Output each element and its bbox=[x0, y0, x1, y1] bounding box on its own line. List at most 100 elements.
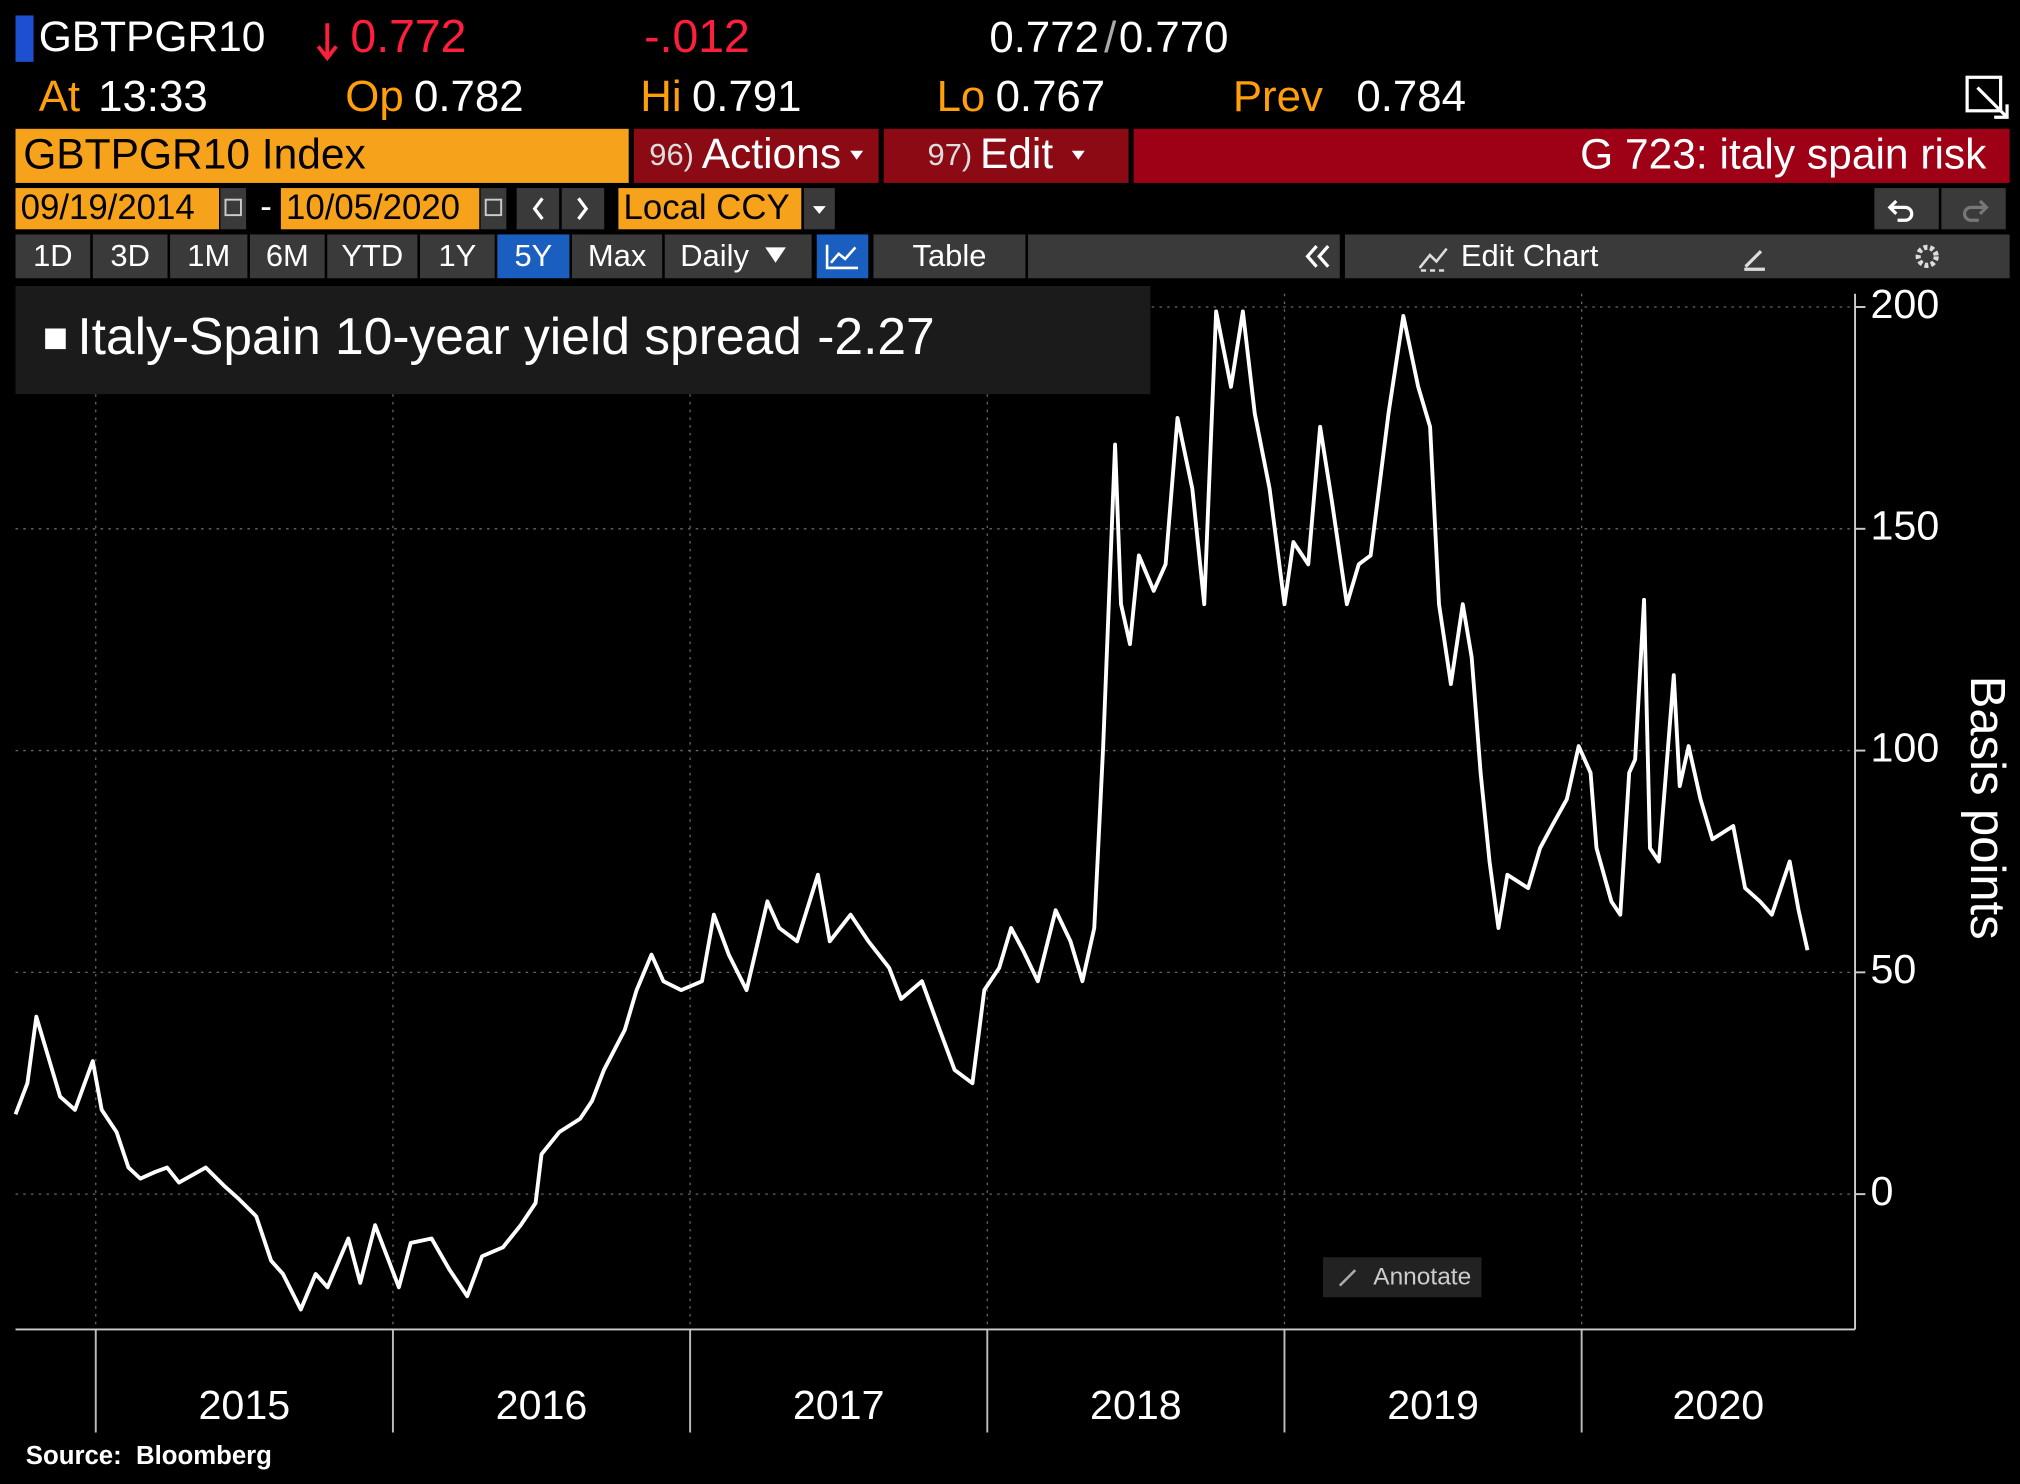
period-tab[interactable] bbox=[92, 234, 168, 279]
net-change: -.012 bbox=[644, 10, 750, 62]
end-date[interactable]: 10/05/2020 bbox=[286, 189, 460, 227]
period-tab[interactable] bbox=[249, 234, 325, 279]
x-tick-label: 2020 bbox=[1673, 1382, 1765, 1428]
period-tab[interactable] bbox=[15, 234, 91, 279]
period-label[interactable]: YTD bbox=[341, 238, 403, 273]
y-tick-label: 200 bbox=[1871, 281, 1940, 327]
x-tick-label: 2015 bbox=[198, 1382, 290, 1428]
security[interactable]: GBTPGR10 Index bbox=[23, 131, 366, 178]
page-title-bar bbox=[1133, 128, 2010, 183]
security-box[interactable] bbox=[15, 128, 629, 183]
menu-button[interactable] bbox=[883, 128, 1129, 183]
bid-ask: 0.772/0.770 bbox=[989, 12, 1228, 61]
dropdown-caret bbox=[850, 150, 864, 160]
quote-field: Hi 0.791 bbox=[640, 72, 801, 121]
y-axis-label: Basis points bbox=[1960, 676, 2014, 940]
bid: 0.772 bbox=[989, 12, 1099, 61]
ticker-marker bbox=[15, 15, 34, 62]
y-tick-label: 100 bbox=[1871, 724, 1940, 770]
period-label[interactable]: 1D bbox=[33, 238, 73, 273]
down-arrow bbox=[316, 23, 338, 62]
expand-icon[interactable] bbox=[1965, 75, 2009, 119]
quote-value: 13:33 bbox=[98, 72, 208, 121]
ticker: GBTPGR10 bbox=[39, 14, 266, 61]
last-price: 0.772 bbox=[350, 10, 466, 62]
quote-value: 0.782 bbox=[414, 72, 524, 121]
dropdown-caret bbox=[1071, 150, 1085, 160]
next-arrow bbox=[577, 197, 589, 220]
x-tick-label: 2018 bbox=[1090, 1382, 1182, 1428]
toolbar-spacer bbox=[1028, 234, 1340, 279]
start-date[interactable]: 09/19/2014 bbox=[21, 189, 195, 227]
table-label[interactable]: Table bbox=[913, 238, 987, 273]
quote-label: Hi bbox=[640, 72, 681, 121]
legend-text: Italy-Spain 10-year yield spread -2.27 bbox=[77, 307, 934, 365]
ask: 0.770 bbox=[1119, 12, 1229, 61]
quote-field: At 13:33 bbox=[39, 72, 208, 121]
menu-number: 97) bbox=[928, 137, 973, 172]
bid-ask-separator: / bbox=[1104, 12, 1117, 61]
prev-button[interactable] bbox=[516, 188, 560, 230]
period-tab[interactable] bbox=[497, 234, 570, 279]
period-label[interactable]: 1Y bbox=[438, 238, 476, 273]
quote-label: Op bbox=[345, 72, 403, 121]
menu-label: Actions bbox=[702, 131, 841, 178]
period-tab[interactable] bbox=[170, 234, 248, 279]
calendar-icon bbox=[224, 198, 242, 217]
calendar-button[interactable] bbox=[220, 188, 247, 230]
calendar-icon bbox=[484, 198, 503, 217]
y-tick-label: 50 bbox=[1871, 946, 1917, 992]
period-label[interactable]: 6M bbox=[266, 238, 309, 273]
edit-chart-label[interactable]: Edit Chart bbox=[1461, 238, 1599, 273]
end-date-box[interactable] bbox=[280, 188, 480, 230]
next-button[interactable] bbox=[561, 188, 605, 230]
prev-arrow bbox=[532, 197, 544, 220]
annotate-label[interactable]: Annotate bbox=[1373, 1263, 1471, 1290]
legend-series-name: Italy-Spain 10-year yield spread bbox=[77, 307, 801, 365]
period-label[interactable]: Max bbox=[588, 238, 647, 273]
menu-label: Edit bbox=[980, 131, 1053, 178]
collapse-icon[interactable] bbox=[1305, 244, 1330, 268]
edit-chart-icon bbox=[1418, 247, 1448, 272]
y-tick-label: 0 bbox=[1871, 1168, 1894, 1214]
quote-value: 0.767 bbox=[996, 72, 1106, 121]
start-date-box[interactable] bbox=[15, 188, 220, 230]
x-tick-label: 2019 bbox=[1387, 1382, 1479, 1428]
period-label[interactable]: 5Y bbox=[514, 238, 552, 273]
table-tab[interactable] bbox=[873, 234, 1026, 279]
legend-value: -2.27 bbox=[817, 307, 934, 365]
source: Source: Bloomberg bbox=[26, 1442, 272, 1470]
frequency-label[interactable]: Daily bbox=[680, 238, 749, 273]
calendar-button[interactable] bbox=[480, 188, 507, 230]
page-title: G 723: italy spain risk bbox=[1580, 131, 1987, 178]
frequency-tab[interactable] bbox=[664, 234, 812, 279]
menu[interactable]: 96) Actions bbox=[649, 131, 841, 178]
currency-box[interactable] bbox=[618, 188, 802, 230]
menu-button[interactable] bbox=[633, 128, 879, 183]
period-label[interactable]: 3D bbox=[110, 238, 150, 273]
undo-icon bbox=[1887, 199, 1914, 222]
series-line bbox=[13, 309, 1810, 1312]
edit-icon[interactable] bbox=[1744, 250, 1765, 271]
period-tab[interactable] bbox=[420, 234, 495, 279]
quote-label: At bbox=[39, 72, 80, 121]
chart-icon bbox=[825, 244, 858, 270]
pencil-icon bbox=[1338, 1269, 1357, 1287]
period-tab[interactable] bbox=[327, 234, 418, 279]
period-label[interactable]: 1M bbox=[187, 238, 230, 273]
period-tab[interactable] bbox=[572, 234, 663, 279]
dropdown-caret bbox=[765, 247, 786, 263]
menu[interactable]: 97) Edit bbox=[928, 131, 1054, 178]
quote-label: Lo bbox=[937, 72, 986, 121]
quote-value: 0.791 bbox=[692, 72, 802, 121]
currency[interactable]: Local CCY bbox=[624, 189, 790, 227]
quote-value: 0.784 bbox=[1356, 72, 1466, 121]
legend-box bbox=[15, 285, 1151, 395]
edit-chart-bar[interactable] bbox=[1344, 234, 2010, 279]
settings-icon[interactable] bbox=[1915, 244, 1939, 268]
date-separator: - bbox=[260, 188, 272, 226]
quote-field: Lo 0.767 bbox=[937, 72, 1106, 121]
menu-number: 96) bbox=[649, 137, 694, 172]
